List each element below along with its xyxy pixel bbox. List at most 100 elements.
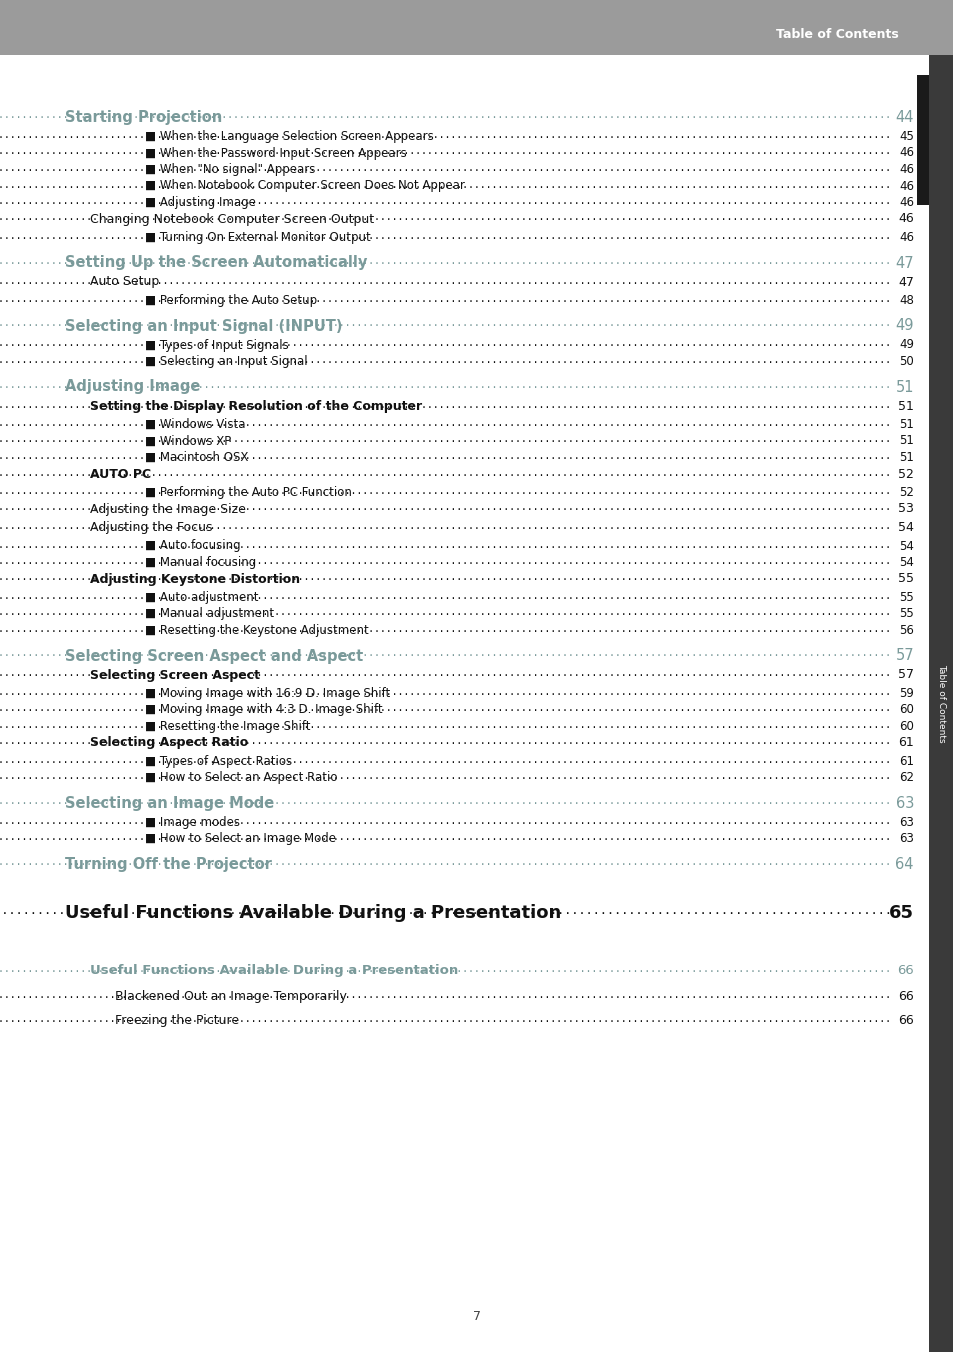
Text: 64: 64 (895, 857, 913, 872)
Text: 57: 57 (897, 668, 913, 681)
Text: 63: 63 (898, 817, 913, 829)
Text: Selecting Screen Aspect: Selecting Screen Aspect (90, 668, 260, 681)
Text: ................................................................................: ........................................… (0, 687, 891, 698)
Text: 46: 46 (898, 180, 913, 192)
Text: ................................................................................: ........................................… (0, 649, 891, 658)
Text: Selecting an Input Signal (INPUT): Selecting an Input Signal (INPUT) (65, 319, 342, 334)
Text: ................................................................................: ........................................… (0, 468, 891, 477)
Text: 57: 57 (895, 649, 913, 664)
Text: 54: 54 (897, 521, 913, 534)
Text: ................................................................................: ........................................… (0, 990, 891, 1000)
Text: 46: 46 (898, 231, 913, 243)
Text: Turning Off the Projector: Turning Off the Projector (65, 857, 272, 872)
Text: 55: 55 (897, 572, 913, 585)
Text: ................................................................................: ........................................… (0, 539, 891, 549)
Text: 47: 47 (897, 276, 913, 288)
Text: ................................................................................: ........................................… (0, 964, 891, 973)
Text: 51: 51 (898, 452, 913, 464)
Text: 46: 46 (898, 146, 913, 160)
Text: ................................................................................: ........................................… (0, 293, 891, 304)
Text: ................................................................................: ........................................… (0, 356, 891, 365)
Text: ■ Selecting an Input Signal: ■ Selecting an Input Signal (145, 356, 307, 368)
Text: 51: 51 (898, 434, 913, 448)
Text: 55: 55 (899, 607, 913, 621)
Text: 60: 60 (898, 721, 913, 733)
Text: ■ Windows Vista: ■ Windows Vista (145, 418, 245, 431)
Text: ................................................................................: ........................................… (0, 196, 891, 206)
Text: Table of Contents: Table of Contents (776, 27, 898, 41)
Text: ................................................................................: ........................................… (0, 556, 891, 566)
Text: ................................................................................: ........................................… (0, 668, 891, 679)
Text: 46: 46 (898, 164, 913, 176)
Text: 51: 51 (898, 418, 913, 431)
Text: ■ Resetting the Keystone Adjustment: ■ Resetting the Keystone Adjustment (145, 625, 369, 637)
Text: ■ When Notebook Computer Screen Does Not Appear: ■ When Notebook Computer Screen Does Not… (145, 180, 464, 192)
Text: 45: 45 (898, 130, 913, 143)
Text: ■ Macintosh OSX: ■ Macintosh OSX (145, 452, 248, 464)
Text: ................................................................................: ........................................… (0, 572, 891, 583)
Text: 66: 66 (897, 964, 913, 977)
Text: ■ Types of Input Signals: ■ Types of Input Signals (145, 338, 289, 352)
Text: 46: 46 (898, 196, 913, 210)
Text: ................................................................................: ........................................… (0, 772, 891, 781)
Text: ................................................................................: ........................................… (0, 521, 891, 531)
Text: ................................................................................: ........................................… (0, 319, 891, 329)
Text: ■ When the Password Input Screen Appears: ■ When the Password Input Screen Appears (145, 146, 406, 160)
Text: ................................................................................: ........................................… (0, 256, 891, 265)
Bar (928, 55, 953, 1352)
Text: ................................................................................: ........................................… (0, 434, 891, 445)
Text: ................................................................................: ........................................… (0, 591, 891, 602)
Text: ................................................................................: ........................................… (0, 130, 891, 141)
Text: ................................................................................: ........................................… (0, 817, 891, 826)
Text: 46: 46 (898, 212, 913, 226)
Text: ................................................................................: ........................................… (0, 721, 891, 730)
Text: 44: 44 (895, 110, 913, 124)
Text: Blackened Out an Image Temporarily: Blackened Out an Image Temporarily (115, 990, 347, 1003)
Text: ................................................................................: ........................................… (0, 338, 891, 349)
Text: ■ When the Language Selection Screen Appears: ■ When the Language Selection Screen App… (145, 130, 434, 143)
Text: ■ When "No signal" Appears: ■ When "No signal" Appears (145, 164, 315, 176)
Text: ■ Auto focusing: ■ Auto focusing (145, 539, 240, 553)
Text: 63: 63 (898, 833, 913, 845)
Bar (916, 74, 928, 206)
Text: Changing Notebook Computer Screen Output: Changing Notebook Computer Screen Output (90, 212, 374, 226)
Text: ■ Moving Image with 4:3 D. Image Shift: ■ Moving Image with 4:3 D. Image Shift (145, 703, 382, 717)
Text: ................................................................................: ........................................… (0, 231, 891, 241)
Text: 50: 50 (899, 356, 913, 368)
Text: ................................................................................: ........................................… (0, 485, 891, 496)
Text: ■ Types of Aspect Ratios: ■ Types of Aspect Ratios (145, 754, 292, 768)
Text: Adjusting the Image Size: Adjusting the Image Size (90, 503, 246, 515)
Text: ■ Manual adjustment: ■ Manual adjustment (145, 607, 274, 621)
Text: 56: 56 (898, 625, 913, 637)
Text: ■ Windows XP: ■ Windows XP (145, 434, 231, 448)
Text: ................................................................................: ........................................… (0, 754, 891, 765)
Text: 54: 54 (898, 539, 913, 553)
Text: 49: 49 (898, 338, 913, 352)
Text: 61: 61 (898, 737, 913, 749)
Text: Setting the Display Resolution of the Computer: Setting the Display Resolution of the Co… (90, 399, 421, 412)
Text: ................................................................................: ........................................… (0, 212, 891, 223)
Text: ................................................................................: ........................................… (0, 833, 891, 842)
Text: ■ Auto adjustment: ■ Auto adjustment (145, 591, 258, 604)
Bar (0, 0, 953, 55)
Text: 66: 66 (898, 1014, 913, 1028)
Text: ■ Manual focusing: ■ Manual focusing (145, 556, 256, 569)
Text: Auto Setup: Auto Setup (90, 276, 159, 288)
Text: ................................................................................: ........................................… (0, 276, 891, 285)
Text: 55: 55 (899, 591, 913, 604)
Text: Freezing the Picture: Freezing the Picture (115, 1014, 239, 1028)
Text: ■ Performing the Auto PC Function: ■ Performing the Auto PC Function (145, 485, 352, 499)
Text: 51: 51 (897, 399, 913, 412)
Text: 65: 65 (888, 904, 913, 922)
Text: Starting Projection: Starting Projection (65, 110, 222, 124)
Text: Adjusting Image: Adjusting Image (65, 380, 200, 395)
Text: ■ Performing the Auto Setup: ■ Performing the Auto Setup (145, 293, 316, 307)
Text: 63: 63 (895, 796, 913, 811)
Text: 59: 59 (898, 687, 913, 700)
Text: ................................................................................: ........................................… (0, 904, 891, 917)
Text: ................................................................................: ........................................… (0, 110, 891, 120)
Text: 52: 52 (898, 485, 913, 499)
Text: ................................................................................: ........................................… (0, 1014, 891, 1023)
Text: ................................................................................: ........................................… (0, 380, 891, 389)
Text: ................................................................................: ........................................… (0, 703, 891, 714)
